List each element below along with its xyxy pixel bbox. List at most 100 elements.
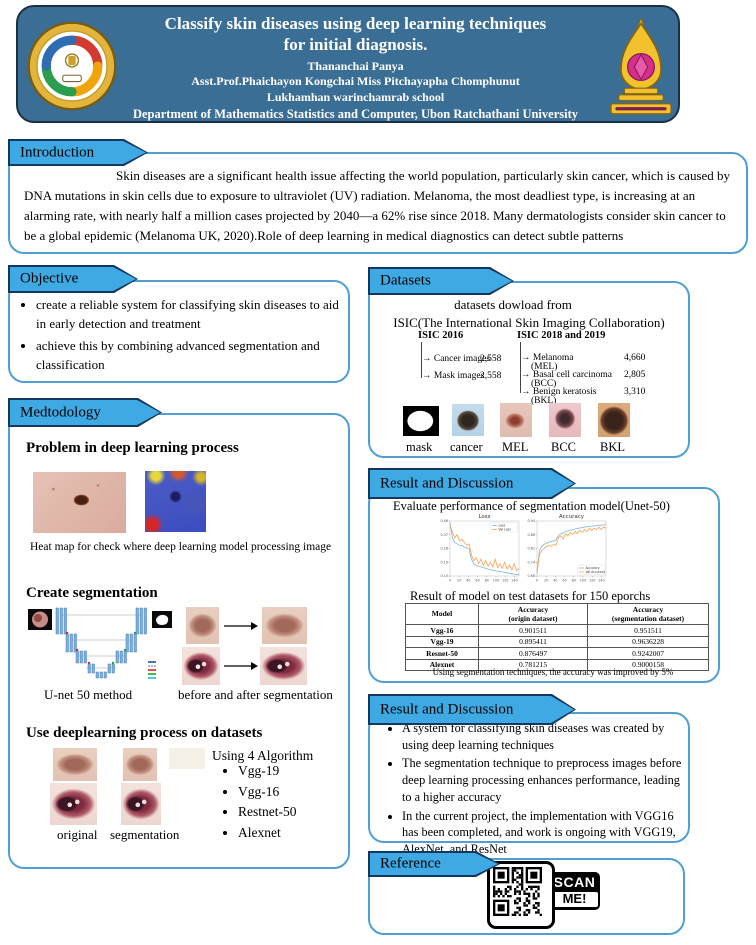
- right-arrow-icon: [224, 622, 258, 630]
- results2-title: Result and Discussion: [380, 701, 514, 717]
- evaluate-heading: Evaluate performance of segmentation mod…: [393, 499, 670, 513]
- qr-code-icon: [493, 867, 542, 916]
- heatmap-caption: Heat map for check where deep learning m…: [30, 541, 332, 553]
- svg-text:Accuracy: Accuracy: [586, 566, 600, 570]
- datasets-subtitle-1: datasets dowload from: [454, 297, 572, 312]
- objective-panel: [8, 280, 350, 383]
- deeplearning-heading: Use deeplearning process on datasets: [26, 725, 263, 741]
- svg-text:100: 100: [493, 579, 499, 583]
- svg-text:60: 60: [562, 579, 566, 583]
- results2-panel: [368, 712, 690, 843]
- segmented-image-1: [123, 748, 157, 781]
- university-logo: [606, 16, 676, 121]
- segmented-image-2: [121, 783, 161, 825]
- sample-label-cancer: cancer: [450, 440, 483, 454]
- svg-text:120: 120: [589, 579, 595, 583]
- svg-text:140: 140: [598, 579, 604, 583]
- before-after-caption: before and after segmentation: [178, 687, 333, 702]
- scan-me-badge: SCAN ME!: [549, 872, 600, 910]
- results1-title: Result and Discussion: [380, 475, 514, 491]
- tree-abbr: (BKL): [531, 396, 557, 406]
- tree-value: 3,310: [624, 387, 646, 397]
- svg-text:0.68: 0.68: [527, 574, 535, 578]
- svg-text:0.88: 0.88: [527, 533, 535, 537]
- segmentation-label: segmentation: [110, 827, 180, 842]
- school-name: Lukhamhan warinchamrab school: [266, 90, 445, 105]
- svg-text:0.46: 0.46: [440, 519, 448, 523]
- introduction-body: Skin diseases are a significant health i…: [24, 168, 731, 244]
- school-logo: [26, 20, 118, 117]
- svg-text:0.94: 0.94: [527, 519, 535, 523]
- advisor-names: Asst.Prof.Phaichayon Kongchai Miss Pitch…: [191, 74, 520, 89]
- scan-label: SCAN: [553, 874, 596, 890]
- sample-label-mel: MEL: [502, 440, 529, 454]
- sample-mask-image: [403, 406, 439, 436]
- reference-title: Reference: [380, 855, 441, 872]
- original-image-1: [53, 748, 97, 781]
- loss-chart: Loss 0.10 0.19 0.28 0.37 0.46 0 20 40 60 80 100 120 1…: [440, 514, 520, 583]
- svg-text:0.74: 0.74: [527, 560, 535, 564]
- svg-text:Val Loss: Val Loss: [499, 528, 512, 532]
- after-segmentation-image-2: [260, 647, 307, 685]
- conclusion-item: The segmentation technique to preprocess…: [402, 755, 682, 805]
- poster-title-line2: for initial diagnosis.: [283, 35, 428, 55]
- svg-text:0.81: 0.81: [527, 547, 535, 551]
- svg-text:0.19: 0.19: [440, 560, 448, 564]
- school-logo-icon: [27, 21, 117, 111]
- svg-text:Accuracy: Accuracy: [559, 514, 585, 520]
- svg-text:0: 0: [536, 579, 538, 583]
- svg-text:80: 80: [485, 579, 489, 583]
- placeholder-swatch: [169, 748, 205, 769]
- poster-title-line1: Classify skin diseases using deep learni…: [164, 14, 547, 33]
- algorithm-item: Vgg-16: [238, 783, 297, 801]
- svg-text:0: 0: [449, 579, 451, 583]
- svg-text:80: 80: [572, 579, 576, 583]
- original-image-2: [50, 783, 97, 825]
- unet-caption: U-net 50 method: [44, 687, 133, 702]
- algorithm-list: Vgg-19 Vgg-16 Restnet-50 Alexnet: [226, 762, 297, 844]
- svg-text:140: 140: [511, 579, 517, 583]
- table-footnote: Using segmentation techniques, the accur…: [432, 667, 674, 677]
- algorithm-item: Vgg-19: [238, 762, 297, 780]
- conclusion-list: A system for classifying skin diseases w…: [388, 720, 682, 860]
- algorithm-item: Restnet-50: [238, 803, 297, 821]
- section-banner-results-2: Result and Discussion: [368, 694, 576, 725]
- svg-text:Loss: Loss: [499, 524, 506, 528]
- tree-value: 2,558: [480, 354, 502, 364]
- svg-text:0.28: 0.28: [440, 547, 448, 551]
- table-heading: Result of model on test datasets for 150…: [410, 589, 651, 603]
- problem-heading: Problem in deep learning process: [26, 440, 239, 456]
- tree-item-cancer-images: → Cancer images: [422, 354, 491, 364]
- sample-cancer-image: [452, 404, 484, 436]
- tree-arrow-icon: →: [521, 353, 531, 363]
- isic2016-heading: ISIC 2016: [418, 330, 464, 341]
- tree-arrow-icon: →: [422, 371, 432, 381]
- conclusion-item: In the current project, the implementati…: [402, 808, 682, 858]
- tree-line: [520, 342, 521, 393]
- department-name: Department of Mathematics Statistics and…: [132, 106, 578, 121]
- introduction-title: Introduction: [20, 144, 95, 160]
- svg-text:40: 40: [553, 579, 557, 583]
- section-banner-objective: Objective: [8, 265, 138, 293]
- me-label: ME!: [551, 891, 598, 907]
- university-logo-icon: [610, 16, 672, 115]
- table-header-row: Model Accuracy (origin dataset) Accuracy(…: [405, 603, 709, 625]
- algorithm-heading: Using 4 Algorithm: [212, 748, 314, 763]
- table-row: Alexnet 0.781215 0.9000158: [405, 658, 709, 671]
- col-header-segmentation: Accuracy (segmentation dataset): [587, 603, 709, 625]
- tree-item-bcc: → Basal cell carcinoma: [521, 370, 613, 380]
- section-banner-methodology: Medtodology: [8, 398, 162, 427]
- section-banner-introduction: Introduction: [8, 139, 148, 166]
- col-header-origin: Accuracy (origin dataset): [478, 603, 588, 625]
- sample-label-bkl: BKL: [600, 440, 625, 454]
- tree-item-bkl: → Benign keratosis: [521, 387, 597, 397]
- objective-item: create a reliable system for classifying…: [36, 296, 351, 334]
- svg-text:Val Accuracy: Val Accuracy: [586, 570, 606, 574]
- tree-arrow-icon: →: [521, 370, 531, 380]
- banner-fill: [370, 470, 574, 497]
- sample-label-bcc: BCC: [551, 440, 577, 454]
- tree-arrow-icon: →: [521, 387, 531, 397]
- table-row: Vgg-16 0.901511 0.951511: [405, 624, 709, 637]
- after-segmentation-image-1: [262, 607, 307, 644]
